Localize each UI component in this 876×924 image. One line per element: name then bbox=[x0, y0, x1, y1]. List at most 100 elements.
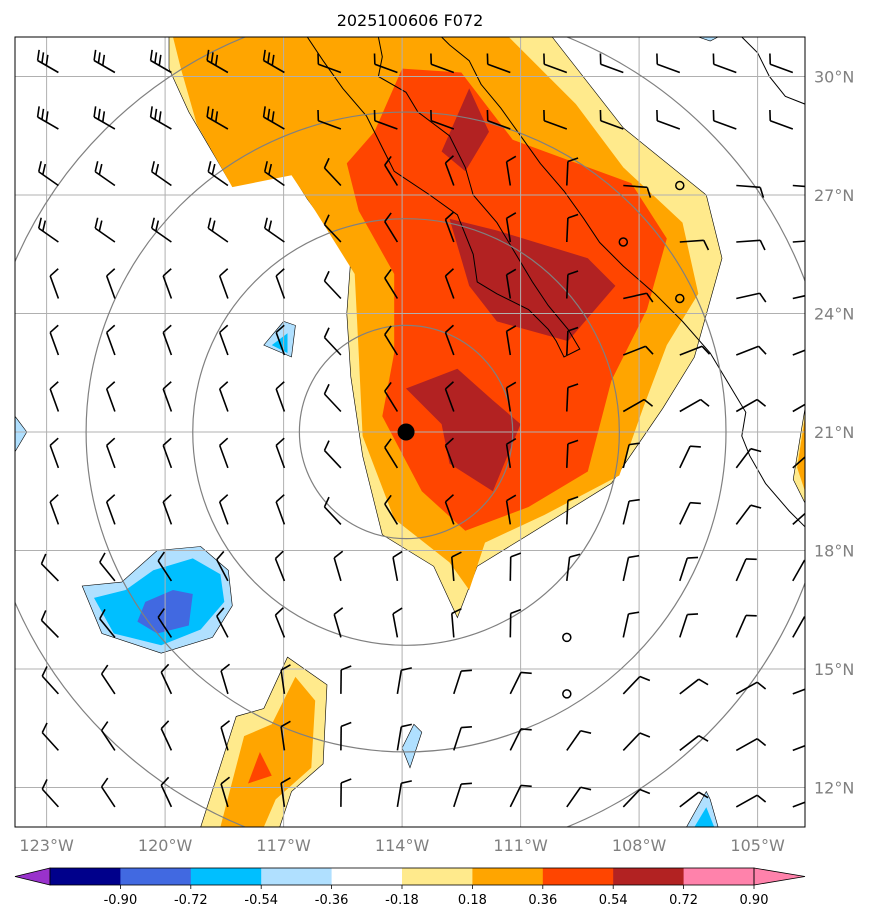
latitude-label: 12°N bbox=[814, 779, 854, 798]
wind-barb bbox=[396, 667, 412, 695]
wind-barb bbox=[384, 155, 399, 186]
wind-barb bbox=[712, 110, 737, 130]
chart-title: 2025100606 F072 bbox=[337, 11, 484, 30]
wind-barb bbox=[384, 268, 399, 299]
coastline bbox=[306, 37, 581, 358]
wind-barb bbox=[150, 161, 172, 187]
longitude-labels: 123°W 120°W 117°W 114°W 111°W 108°W 105°W bbox=[19, 836, 785, 855]
wind-barb bbox=[769, 53, 794, 74]
wind-barb bbox=[543, 53, 568, 74]
wind-barb bbox=[206, 106, 229, 130]
colorbar-tick-label: 0.54 bbox=[599, 893, 628, 908]
wind-barb bbox=[49, 494, 60, 525]
wind-barb bbox=[207, 217, 229, 243]
wind-barb bbox=[622, 498, 640, 525]
wind-barb bbox=[505, 381, 517, 412]
wind-barb bbox=[679, 791, 709, 808]
wind-barb bbox=[599, 53, 624, 74]
wind-barb bbox=[162, 324, 173, 356]
wind-barb bbox=[218, 324, 229, 356]
wind-barb bbox=[99, 608, 116, 638]
wind-barb bbox=[566, 553, 581, 581]
wind-barb bbox=[679, 613, 699, 638]
wind-barb bbox=[769, 110, 794, 130]
wind-barb bbox=[505, 494, 517, 525]
wind-barb bbox=[735, 447, 762, 469]
wind-barb bbox=[206, 49, 229, 74]
wind-barb bbox=[162, 437, 173, 469]
wind-barb bbox=[622, 398, 654, 413]
wind-barb bbox=[656, 53, 681, 74]
wind-barb bbox=[509, 728, 532, 751]
wind-barb bbox=[93, 49, 116, 74]
calm-wind-circle bbox=[675, 293, 685, 304]
wind-barb bbox=[317, 53, 342, 74]
wind-barb bbox=[207, 161, 229, 187]
wind-barb bbox=[736, 292, 767, 303]
latitude-label: 21°N bbox=[814, 423, 854, 442]
wind-barb bbox=[105, 494, 116, 525]
wind-barb bbox=[622, 675, 651, 695]
colorbar-extend-low bbox=[14, 867, 51, 886]
wind-barb bbox=[735, 504, 762, 525]
wind-barb bbox=[216, 550, 229, 582]
wind-barb bbox=[566, 157, 579, 186]
wind-barb bbox=[94, 161, 116, 187]
colorbar-tick-label: -0.54 bbox=[244, 893, 278, 908]
wind-barb bbox=[340, 721, 352, 751]
wind-barb bbox=[444, 324, 455, 356]
contour-shape-darkred bbox=[441, 88, 489, 172]
wind-barb bbox=[275, 324, 286, 356]
contour-shape-darkred bbox=[449, 218, 616, 342]
longitude-label: 111°W bbox=[493, 836, 548, 855]
colorbar-segment bbox=[472, 868, 544, 885]
wind-barb bbox=[218, 437, 229, 469]
wind-barb bbox=[735, 614, 757, 638]
longitude-label: 108°W bbox=[612, 836, 667, 855]
wind-barb bbox=[505, 212, 517, 243]
wind-barb bbox=[736, 345, 767, 356]
wind-barb bbox=[679, 345, 711, 356]
latitude-label: 27°N bbox=[814, 186, 854, 205]
wind-barb bbox=[100, 664, 116, 695]
colorbar-segment bbox=[683, 868, 755, 885]
contour-shape-darkred bbox=[406, 368, 521, 492]
wind-barb bbox=[384, 381, 399, 412]
wind-barb bbox=[149, 106, 172, 130]
wind-barb bbox=[735, 558, 757, 582]
wind-barb bbox=[622, 611, 640, 638]
wind-barb bbox=[333, 550, 344, 582]
wind-barb bbox=[566, 213, 579, 243]
wind-barb bbox=[100, 777, 116, 808]
wind-barb bbox=[509, 784, 532, 808]
wind-barb bbox=[736, 239, 766, 251]
wind-barb bbox=[453, 782, 472, 808]
wind-barb bbox=[262, 106, 285, 130]
wind-barb bbox=[275, 381, 286, 412]
wind-barb bbox=[450, 607, 462, 638]
wind-barb bbox=[340, 665, 352, 694]
wind-barb bbox=[679, 501, 701, 525]
wind-barb bbox=[36, 106, 59, 130]
contour-shape-red bbox=[248, 752, 272, 784]
wind-barb bbox=[792, 451, 805, 469]
colorbar-tick-label: 0.90 bbox=[740, 893, 769, 908]
wind-barb bbox=[340, 778, 352, 807]
calm-wind-circle bbox=[618, 237, 629, 247]
colorbar-tick-label: -0.36 bbox=[315, 893, 349, 908]
colorbar-tick-label: 0.36 bbox=[528, 893, 557, 908]
wind-barb bbox=[323, 383, 342, 413]
wind-barb bbox=[150, 217, 172, 243]
wind-barb bbox=[444, 494, 455, 525]
wind-barb bbox=[679, 735, 709, 752]
wind-barb bbox=[396, 780, 412, 808]
wind-barb bbox=[566, 270, 579, 299]
wind-barb bbox=[396, 723, 412, 751]
colorbar-segment bbox=[331, 868, 403, 885]
colorbar: -0.90 -0.72 -0.54 -0.36 -0.18 0.18 0.36 0.54 0.7… bbox=[14, 867, 806, 908]
contour-shape-blue bbox=[694, 807, 715, 827]
wind-barb bbox=[623, 184, 652, 198]
wind-barb bbox=[679, 556, 699, 582]
wind-barb bbox=[792, 684, 805, 695]
